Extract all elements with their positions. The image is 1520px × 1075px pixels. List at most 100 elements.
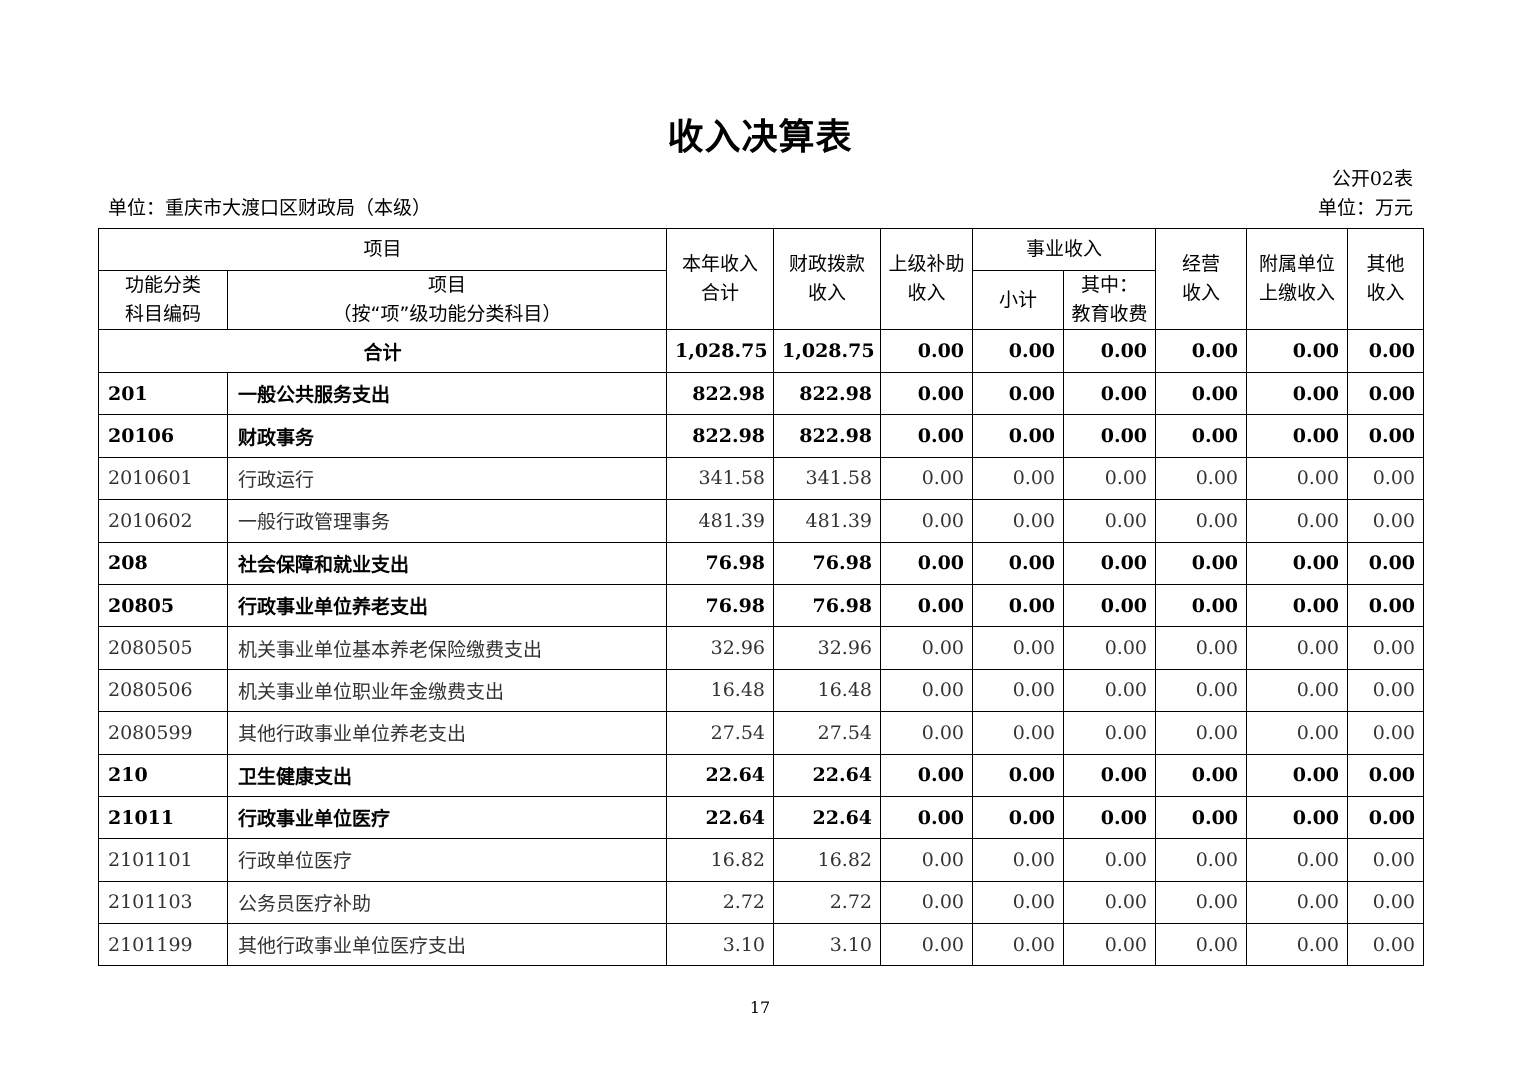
cell-value: 32.96 <box>773 626 882 670</box>
cell-name: 行政运行 <box>226 456 668 501</box>
cell-value: 0.00 <box>1246 626 1349 670</box>
cell-name: 其他行政事业单位养老支出 <box>226 711 668 755</box>
cell-code: 210 <box>98 753 228 797</box>
cell-value: 0.00 <box>1246 711 1349 755</box>
cell-value: 0.00 <box>1347 499 1425 543</box>
cell-value: 0.00 <box>1063 838 1157 882</box>
cell-value: 0.00 <box>880 711 974 755</box>
cell-value: 0.00 <box>1347 753 1425 797</box>
cell-value: 22.64 <box>666 753 775 797</box>
cell-value: 0.00 <box>972 753 1065 797</box>
table-row: 20805 行政事业单位养老支出 76.98 76.98 0.00 0.00 0.00 0.0… <box>98 583 1425 628</box>
cell-value: 0.00 <box>880 541 974 585</box>
table-row: 2101101 行政单位医疗 16.82 16.82 0.00 0.00 0.00 0.00 0… <box>98 838 1425 882</box>
cell-value: 0.00 <box>1155 626 1248 670</box>
cell-value: 22.64 <box>773 753 882 797</box>
cell-value: 0.00 <box>1347 583 1425 628</box>
cell-value: 0.00 <box>1347 668 1425 713</box>
cell-value: 0.00 <box>1347 456 1425 501</box>
cell-value: 0.00 <box>1063 668 1157 713</box>
cell-name: 财政事务 <box>226 414 668 458</box>
cell-value: 0.00 <box>1155 880 1248 925</box>
cell-value: 0.00 <box>972 923 1065 967</box>
table-row: 2101199 其他行政事业单位医疗支出 3.10 3.10 0.00 0.00 0.00 0… <box>98 923 1425 967</box>
cell-code: 2010601 <box>98 456 228 501</box>
table-row: 210 卫生健康支出 22.64 22.64 0.00 0.00 0.00 0.00 0.00 0… <box>98 753 1425 797</box>
cell-value: 0.00 <box>1246 329 1349 373</box>
cell-value: 0.00 <box>1063 626 1157 670</box>
cell-value: 0.00 <box>1063 541 1157 585</box>
cell-value: 2.72 <box>666 880 775 925</box>
cell-value: 822.98 <box>773 414 882 458</box>
header-operating: 经营 收入 <box>1155 228 1248 330</box>
cell-value: 0.00 <box>1246 499 1349 543</box>
cell-code: 2010602 <box>98 499 228 543</box>
cell-value: 0.00 <box>1347 880 1425 925</box>
income-table: 项目 本年收入 合计 财政拨款 收入 上级补助 收入 事业收入 经营 收入 附属单位 上缴… <box>97 228 1425 967</box>
cell-value: 0.00 <box>972 668 1065 713</box>
cell-value: 2.72 <box>773 880 882 925</box>
cell-value: 76.98 <box>773 583 882 628</box>
cell-value: 0.00 <box>1246 795 1349 840</box>
cell-value: 0.00 <box>880 414 974 458</box>
cell-name: 一般公共服务支出 <box>226 371 668 416</box>
table-row: 20106 财政事务 822.98 822.98 0.00 0.00 0.00 0.00 0.0… <box>98 414 1425 458</box>
cell-value: 0.00 <box>1155 795 1248 840</box>
header-name: 项目 （按“项”级功能分类科目） <box>226 270 668 330</box>
total-label: 合计 <box>97 329 668 373</box>
cell-value: 22.64 <box>773 795 882 840</box>
cell-value: 3.10 <box>666 923 775 967</box>
header-business: 事业收入 <box>972 228 1157 271</box>
cell-value: 0.00 <box>880 499 974 543</box>
cell-code: 21011 <box>98 795 228 840</box>
cell-value: 0.00 <box>1063 499 1157 543</box>
cell-value: 0.00 <box>880 371 974 416</box>
cell-value: 0.00 <box>1246 456 1349 501</box>
cell-value: 0.00 <box>880 838 974 882</box>
cell-value: 32.96 <box>666 626 775 670</box>
cell-value: 0.00 <box>880 923 974 967</box>
cell-value: 0.00 <box>972 711 1065 755</box>
cell-value: 822.98 <box>666 371 775 416</box>
cell-value: 0.00 <box>1063 795 1157 840</box>
cell-value: 0.00 <box>1155 668 1248 713</box>
cell-value: 76.98 <box>666 583 775 628</box>
cell-value: 0.00 <box>1246 414 1349 458</box>
cell-value: 341.58 <box>666 456 775 501</box>
cell-name: 行政单位医疗 <box>226 838 668 882</box>
cell-name: 行政事业单位养老支出 <box>226 583 668 628</box>
page-title: 收入决算表 <box>667 117 853 158</box>
table-row: 2010601 行政运行 341.58 341.58 0.00 0.00 0.00 0.00 0… <box>98 456 1425 501</box>
form-number: 公开02表 <box>1331 168 1413 190</box>
cell-value: 16.82 <box>666 838 775 882</box>
cell-value: 16.48 <box>773 668 882 713</box>
header-total: 本年收入 合计 <box>666 228 775 330</box>
cell-code: 20106 <box>98 414 228 458</box>
cell-value: 0.00 <box>972 583 1065 628</box>
cell-value: 0.00 <box>1155 414 1248 458</box>
cell-value: 0.00 <box>972 626 1065 670</box>
cell-value: 0.00 <box>880 329 974 373</box>
cell-value: 27.54 <box>666 711 775 755</box>
cell-value: 0.00 <box>1063 329 1157 373</box>
cell-value: 0.00 <box>1246 753 1349 797</box>
cell-value: 0.00 <box>1347 541 1425 585</box>
header-item: 项目 <box>97 228 668 271</box>
cell-code: 2080505 <box>98 626 228 670</box>
cell-value: 0.00 <box>972 795 1065 840</box>
cell-value: 0.00 <box>1063 414 1157 458</box>
cell-value: 0.00 <box>972 456 1065 501</box>
header-edu: 其中： 教育收费 <box>1063 270 1157 330</box>
cell-value: 0.00 <box>1063 456 1157 501</box>
cell-value: 0.00 <box>880 753 974 797</box>
cell-name: 社会保障和就业支出 <box>226 541 668 585</box>
table-row: 2080599 其他行政事业单位养老支出 27.54 27.54 0.00 0.00 0.0… <box>98 711 1425 755</box>
currency-unit: 单位：万元 <box>1317 197 1413 219</box>
table-row: 2080506 机关事业单位职业年金缴费支出 16.48 16.48 0.00 0.00 0… <box>98 668 1425 713</box>
cell-value: 27.54 <box>773 711 882 755</box>
cell-value: 0.00 <box>1246 371 1349 416</box>
table-row: 2080505 机关事业单位基本养老保险缴费支出 32.96 32.96 0.00 0.0… <box>98 626 1425 670</box>
cell-value: 0.00 <box>972 414 1065 458</box>
page-number: 17 <box>749 998 771 1017</box>
cell-value: 0.00 <box>972 499 1065 543</box>
